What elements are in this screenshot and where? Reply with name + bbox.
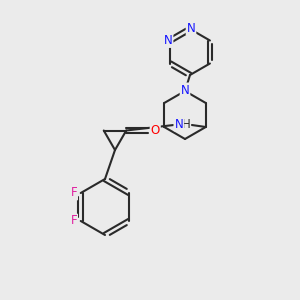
Text: F: F (70, 214, 77, 227)
Text: N: N (181, 83, 189, 97)
Text: N: N (187, 22, 195, 34)
Text: H: H (182, 118, 190, 130)
Text: O: O (151, 124, 160, 137)
Text: N: N (174, 118, 183, 130)
Text: F: F (70, 187, 77, 200)
Text: N: N (164, 34, 172, 47)
